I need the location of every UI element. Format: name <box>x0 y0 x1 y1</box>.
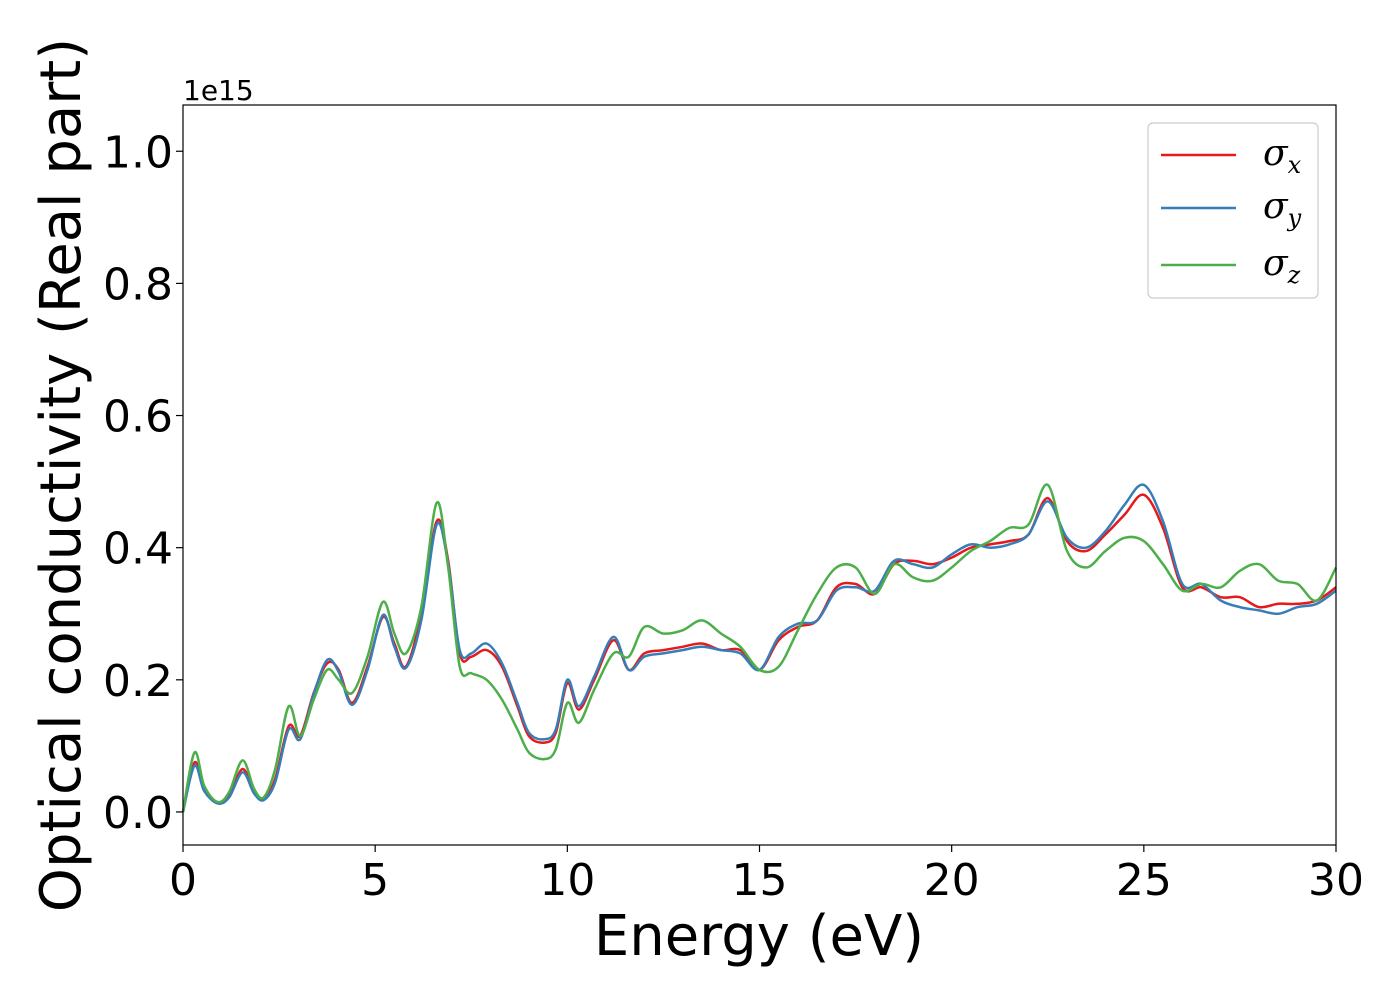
series-line-sigma-z <box>181 483 1338 813</box>
x-tick-label: 25 <box>1116 855 1172 906</box>
y-tick-label: 1.0 <box>103 127 173 178</box>
series-line-sigma-x <box>181 493 1337 813</box>
series-line-sigma-y <box>181 483 1337 813</box>
y-tick-label: 0.8 <box>103 259 173 310</box>
x-tick-label: 20 <box>924 855 980 906</box>
y-tick-label: 0.0 <box>103 788 173 839</box>
y-tick-label: 0.6 <box>103 392 173 443</box>
x-tick-label: 30 <box>1308 855 1364 906</box>
legend: σx σy σz <box>1147 122 1319 299</box>
y-tick-label: 0.4 <box>103 524 173 575</box>
legend-label-sigma-y: σy <box>1263 186 1302 232</box>
x-tick-label: 15 <box>732 855 788 906</box>
x-tick-label: 5 <box>361 855 389 906</box>
legend-label-sigma-x: σx <box>1263 133 1302 179</box>
y-offset-text: 1e15 <box>183 74 254 107</box>
x-axis-label: Energy (eV) <box>594 904 924 969</box>
legend-label-sigma-z: σz <box>1263 243 1301 289</box>
series-layer <box>181 483 1338 813</box>
x-tick-label: 10 <box>539 855 595 906</box>
y-axis-label: Optical conductivity (Real part) <box>29 38 94 912</box>
x-tick-label: 0 <box>169 855 197 906</box>
y-tick-label: 0.2 <box>103 656 173 707</box>
legend-box <box>1147 122 1319 299</box>
ticks-layer: 0 5 10 15 20 25 30 0.0 0.2 0.4 0.6 0.8 1.0 <box>103 127 1364 906</box>
